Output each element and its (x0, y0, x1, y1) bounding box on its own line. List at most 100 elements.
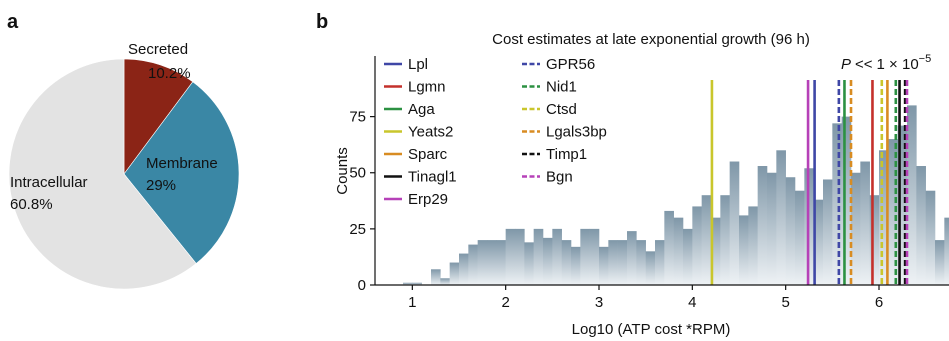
p-value-annotation: P << 1 × 10−5 (841, 53, 931, 73)
histogram-bar (533, 228, 544, 285)
histogram-bar (757, 166, 768, 285)
histogram-bar (571, 246, 581, 285)
histogram-bar (599, 246, 609, 285)
x-tick-label: 5 (781, 294, 789, 311)
histogram-bar (748, 206, 758, 285)
histogram-bar (627, 231, 637, 285)
x-tick-label: 1 (408, 294, 416, 311)
histogram-bar (431, 269, 441, 285)
y-tick-label: 50 (349, 165, 366, 182)
histogram-bar (617, 240, 628, 285)
histogram-bar (785, 177, 796, 285)
x-tick-label: 2 (501, 294, 509, 311)
histogram-bar (468, 244, 478, 285)
legend-label-yeats2: Yeats2 (408, 124, 453, 141)
histogram-bar (636, 240, 646, 285)
histogram-bar (851, 172, 861, 285)
histogram-bar (767, 172, 777, 285)
histogram-bar (739, 215, 749, 285)
legend-label-bgn: Bgn (546, 169, 573, 186)
histogram-bar (449, 262, 460, 285)
histogram-bar (925, 190, 936, 285)
histogram-bar (776, 150, 786, 285)
histogram-bar (935, 240, 945, 285)
legend-label-erp29: Erp29 (408, 191, 448, 208)
histogram-bar (832, 123, 842, 286)
legend-label-nid1: Nid1 (546, 79, 577, 96)
histogram-bars (403, 105, 949, 286)
histogram-bar (664, 210, 674, 285)
y-axis-label: Counts (334, 147, 351, 195)
pie-slice-secreted (123, 58, 194, 175)
y-tick-label: 0 (358, 277, 366, 294)
histogram-bar (869, 195, 880, 285)
legend-label-ctsd: Ctsd (546, 101, 577, 118)
histogram-bar (683, 228, 693, 285)
histogram-bar (701, 195, 712, 285)
histogram-bar (916, 166, 926, 285)
pie-label-membrane: Membrane (146, 155, 218, 172)
gene-marker-lines (710, 80, 909, 285)
pie-label-secreted: Secreted (128, 41, 188, 58)
p-value-operator: << (855, 56, 873, 73)
pie-pct-intracellular: 60.8% (10, 196, 53, 213)
histogram-bar (440, 278, 450, 285)
histogram-bar (580, 228, 590, 285)
histogram-bar (487, 240, 497, 285)
histogram-bar (477, 240, 488, 285)
histogram-bar (645, 251, 656, 285)
histogram-bar (655, 240, 665, 285)
legend-label-lgmn: Lgmn (408, 79, 446, 96)
pie-pct-membrane: 29% (146, 177, 176, 194)
histogram-bar (907, 105, 917, 286)
histogram-bar (543, 237, 553, 285)
legend: Lpl Lgmn Aga Yeats2 Sparc Tinagl1 Erp29 GPR56 Ni… (384, 56, 607, 208)
legend-label-aga: Aga (408, 101, 435, 118)
histogram-bar (524, 242, 534, 285)
p-value-exponent: −5 (919, 53, 932, 65)
panel-b-letter: b (316, 11, 328, 33)
histogram-bar (795, 190, 805, 285)
histogram-bar (561, 240, 572, 285)
pie-labels: Secreted 10.2% Membrane 29% Intracellula… (10, 41, 218, 213)
x-axis-label: Log10 (ATP cost *RPM) (572, 321, 731, 338)
p-value-number: 1 × 10 (877, 56, 919, 73)
histogram-bar (496, 240, 506, 285)
pie-chart (8, 58, 240, 290)
legend-label-tinagl1: Tinagl1 (408, 169, 457, 186)
histogram-bar (841, 116, 852, 285)
legend-label-lpl: Lpl (408, 56, 428, 73)
panel-a-letter: a (7, 11, 19, 33)
legend-label-sparc: Sparc (408, 146, 448, 163)
histogram-bar (729, 161, 740, 285)
histogram-bar (552, 228, 562, 285)
y-tick-label: 75 (349, 109, 366, 126)
histogram-bar (879, 150, 889, 285)
histogram-bar (505, 228, 516, 285)
histogram-bar (897, 125, 908, 285)
histogram-bar (403, 282, 413, 285)
histogram-bar (515, 228, 525, 285)
histogram-bar (673, 217, 684, 285)
pie-label-intracellular: Intracellular (10, 174, 88, 191)
x-tick-label: 3 (595, 294, 603, 311)
x-tick-label: 6 (875, 294, 883, 311)
x-tick-label: 4 (688, 294, 696, 311)
pie-slice-membrane (123, 81, 240, 264)
histogram-bar (944, 217, 949, 285)
y-axis-ticks: 0 25 50 75 (349, 109, 375, 294)
histogram-bar (711, 217, 721, 285)
histogram-bar (459, 253, 469, 285)
histogram-bar (589, 228, 600, 285)
histogram-bar (860, 161, 870, 285)
histogram-bar (823, 179, 833, 285)
histogram-bar (412, 282, 422, 285)
histogram-bar (608, 240, 618, 285)
x-axis-ticks: 1 2 3 4 5 6 (408, 285, 883, 311)
pie-slice-intracellular (8, 58, 197, 290)
legend-label-lgals3bp: Lgals3bp (546, 124, 607, 141)
y-tick-label: 25 (349, 221, 366, 238)
legend-label-timp1: Timp1 (546, 146, 587, 163)
p-value-symbol: P (841, 56, 851, 73)
